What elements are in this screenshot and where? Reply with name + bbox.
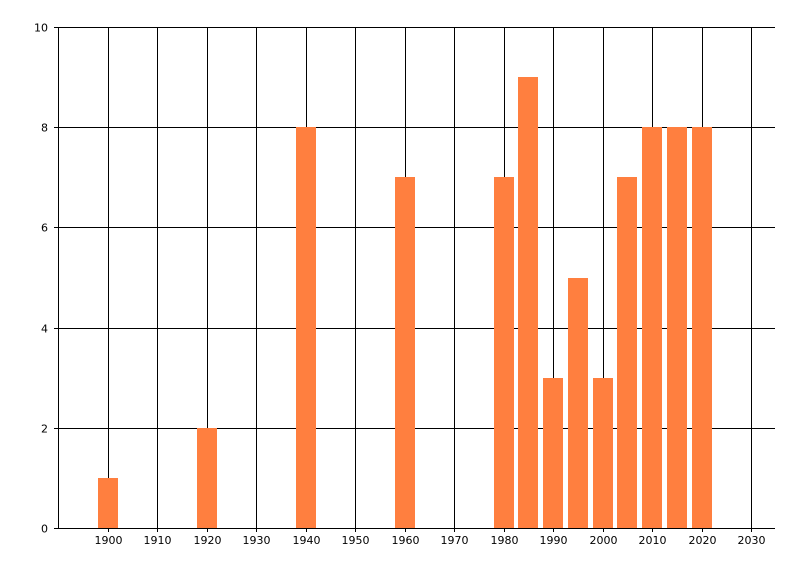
x-tick-label: 1960	[392, 534, 420, 547]
x-tick-label: 1940	[293, 534, 321, 547]
y-tick-label: 8	[41, 122, 48, 135]
bar-1920	[197, 428, 217, 528]
y-tick-labels: 0 2 4 6 8 10	[34, 22, 48, 536]
x-tick-label: 1950	[342, 534, 370, 547]
x-tick-label: 1990	[540, 534, 568, 547]
x-tick-label: 1920	[194, 534, 222, 547]
bar-2010	[642, 127, 662, 528]
bar-1995	[568, 278, 588, 529]
bar-1940	[296, 127, 316, 528]
y-tick-label: 10	[34, 22, 48, 35]
x-tick-label: 2030	[738, 534, 766, 547]
x-tick-label: 1910	[144, 534, 172, 547]
y-tick-label: 4	[41, 323, 48, 336]
bars	[98, 77, 712, 529]
bar-2000	[593, 378, 613, 528]
axes	[58, 27, 775, 529]
x-tick-labels: 1900 1910 1920 1930 1940 1950 1960 1970 1980 1990…	[95, 534, 766, 547]
bar-2015	[667, 127, 687, 528]
bar-1980	[494, 177, 514, 528]
x-tick-label: 2010	[639, 534, 667, 547]
x-tick-label: 1980	[491, 534, 519, 547]
x-tick-label: 1930	[243, 534, 271, 547]
bar-2005	[617, 177, 637, 528]
bar-1900	[98, 478, 118, 528]
y-tick-label: 6	[41, 222, 48, 235]
x-tick-label: 2020	[689, 534, 717, 547]
x-tick-label: 2000	[590, 534, 618, 547]
bar-2020	[692, 127, 712, 528]
x-tick-label: 1900	[95, 534, 123, 547]
bar-1985	[518, 77, 538, 528]
bar-1960	[395, 177, 415, 528]
y-tick-label: 0	[41, 523, 48, 536]
y-tick-label: 2	[41, 423, 48, 436]
x-tick-label: 1970	[441, 534, 469, 547]
bar-1990	[543, 378, 563, 528]
